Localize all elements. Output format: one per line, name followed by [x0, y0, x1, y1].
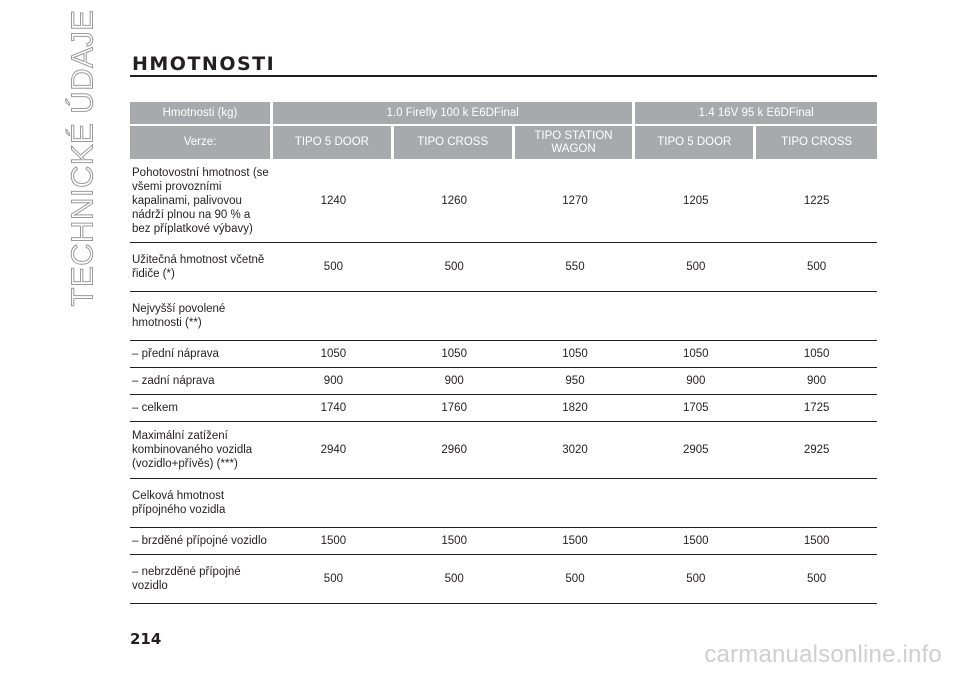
table-cell: 900 [273, 368, 394, 395]
row-label: Užitečná hmotnost včetně řidiče (*) [130, 243, 273, 292]
table-row: Pohotovostní hmotnost (se všemi provozní… [130, 159, 878, 243]
table-cell: 1705 [635, 395, 757, 422]
table-cell: 1050 [756, 341, 878, 368]
table-cell: 500 [393, 555, 515, 604]
table-cell [756, 479, 878, 528]
table-row: Maximální zatížení kombinovaného vozidla… [130, 422, 878, 479]
row-label: – celkem [130, 395, 273, 422]
table-cell: 500 [635, 555, 757, 604]
row-label: – brzděné přípojné vozidlo [130, 528, 273, 555]
row-label: – přední náprava [130, 341, 273, 368]
section-side-title-text: TECHNICKÉ ÚDAJE [64, 9, 100, 307]
weights-table: Hmotnosti (kg) 1.0 Firefly 100 k E6DFina… [130, 102, 878, 604]
table-cell: 1270 [514, 159, 636, 243]
table-row: – přední náprava 1050 1050 1050 1050 105… [130, 341, 878, 368]
table-cell: 1820 [514, 395, 636, 422]
header-version-label: Verze: [130, 126, 273, 159]
row-label: Nejvyšší povolené hmotnosti (**) [130, 292, 273, 341]
table-cell: 1760 [393, 395, 515, 422]
table-cell: 1050 [393, 341, 515, 368]
table-cell: 500 [756, 243, 878, 292]
header-weights-kg: Hmotnosti (kg) [130, 102, 273, 126]
table-cell: 1500 [393, 528, 515, 555]
table-row: – nebrzděné přípojné vozidlo 500 500 500… [130, 555, 878, 604]
table-cell [393, 292, 515, 341]
row-label: Pohotovostní hmotnost (se všemi provozní… [130, 159, 273, 243]
table-cell: 1500 [273, 528, 394, 555]
table-cell: 2925 [756, 422, 878, 479]
table-cell [635, 292, 757, 341]
table-cell [635, 479, 757, 528]
header-engine-1: 1.0 Firefly 100 k E6DFinal [273, 102, 636, 126]
table-header-row-versions: Verze: TIPO 5 DOOR TIPO CROSS TIPO STATI… [130, 126, 878, 159]
table-cell: 1740 [273, 395, 394, 422]
table-cell: 2960 [393, 422, 515, 479]
table-cell: 1050 [635, 341, 757, 368]
table-cell: 550 [514, 243, 636, 292]
table-cell: 900 [756, 368, 878, 395]
table-cell: 1225 [756, 159, 878, 243]
watermark-text: carmanualsonline.info [704, 641, 942, 668]
table-cell: 900 [393, 368, 515, 395]
header-version-5: TIPO CROSS [756, 126, 878, 159]
page-heading: HMOTNOSTI [132, 53, 276, 75]
table-cell: 2940 [273, 422, 394, 479]
header-version-1: TIPO 5 DOOR [273, 126, 394, 159]
table-cell [514, 292, 636, 341]
table-row: Celková hmotnost přípojného vozidla [130, 479, 878, 528]
row-label: Celková hmotnost přípojného vozidla [130, 479, 273, 528]
table-row: – brzděné přípojné vozidlo 1500 1500 150… [130, 528, 878, 555]
table-cell [514, 479, 636, 528]
row-label: – zadní náprava [130, 368, 273, 395]
table-cell: 1725 [756, 395, 878, 422]
table-cell: 1050 [514, 341, 636, 368]
header-version-2: TIPO CROSS [393, 126, 515, 159]
heading-rule [130, 75, 877, 77]
header-version-4: TIPO 5 DOOR [635, 126, 757, 159]
row-label: – nebrzděné přípojné vozidlo [130, 555, 273, 604]
row-label: Maximální zatížení kombinovaného vozidla… [130, 422, 273, 479]
table-cell [273, 479, 394, 528]
table-row: – zadní náprava 900 900 950 900 900 [130, 368, 878, 395]
table-cell: 500 [514, 555, 636, 604]
table-cell [273, 292, 394, 341]
table-cell: 3020 [514, 422, 636, 479]
table-cell: 500 [756, 555, 878, 604]
table-cell: 1240 [273, 159, 394, 243]
table-cell: 1050 [273, 341, 394, 368]
table-cell: 500 [273, 555, 394, 604]
page-number: 214 [130, 630, 162, 648]
table-row: Nejvyšší povolené hmotnosti (**) [130, 292, 878, 341]
table-cell: 1500 [756, 528, 878, 555]
header-version-3: TIPO STATION WAGON [514, 126, 636, 159]
table-cell: 900 [635, 368, 757, 395]
table-cell [393, 479, 515, 528]
table-cell: 500 [635, 243, 757, 292]
table-cell: 1260 [393, 159, 515, 243]
table-cell: 1500 [514, 528, 636, 555]
table-cell: 500 [273, 243, 394, 292]
table-cell [756, 292, 878, 341]
section-side-title: TECHNICKÉ ÚDAJE [52, 9, 112, 307]
header-engine-2: 1.4 16V 95 k E6DFinal [635, 102, 878, 126]
table-cell: 950 [514, 368, 636, 395]
table-cell: 2905 [635, 422, 757, 479]
table-cell: 1205 [635, 159, 757, 243]
table-cell: 500 [393, 243, 515, 292]
table-header-row-engines: Hmotnosti (kg) 1.0 Firefly 100 k E6DFina… [130, 102, 878, 126]
table-row: Užitečná hmotnost včetně řidiče (*) 500 … [130, 243, 878, 292]
table-cell: 1500 [635, 528, 757, 555]
table-row: – celkem 1740 1760 1820 1705 1725 [130, 395, 878, 422]
